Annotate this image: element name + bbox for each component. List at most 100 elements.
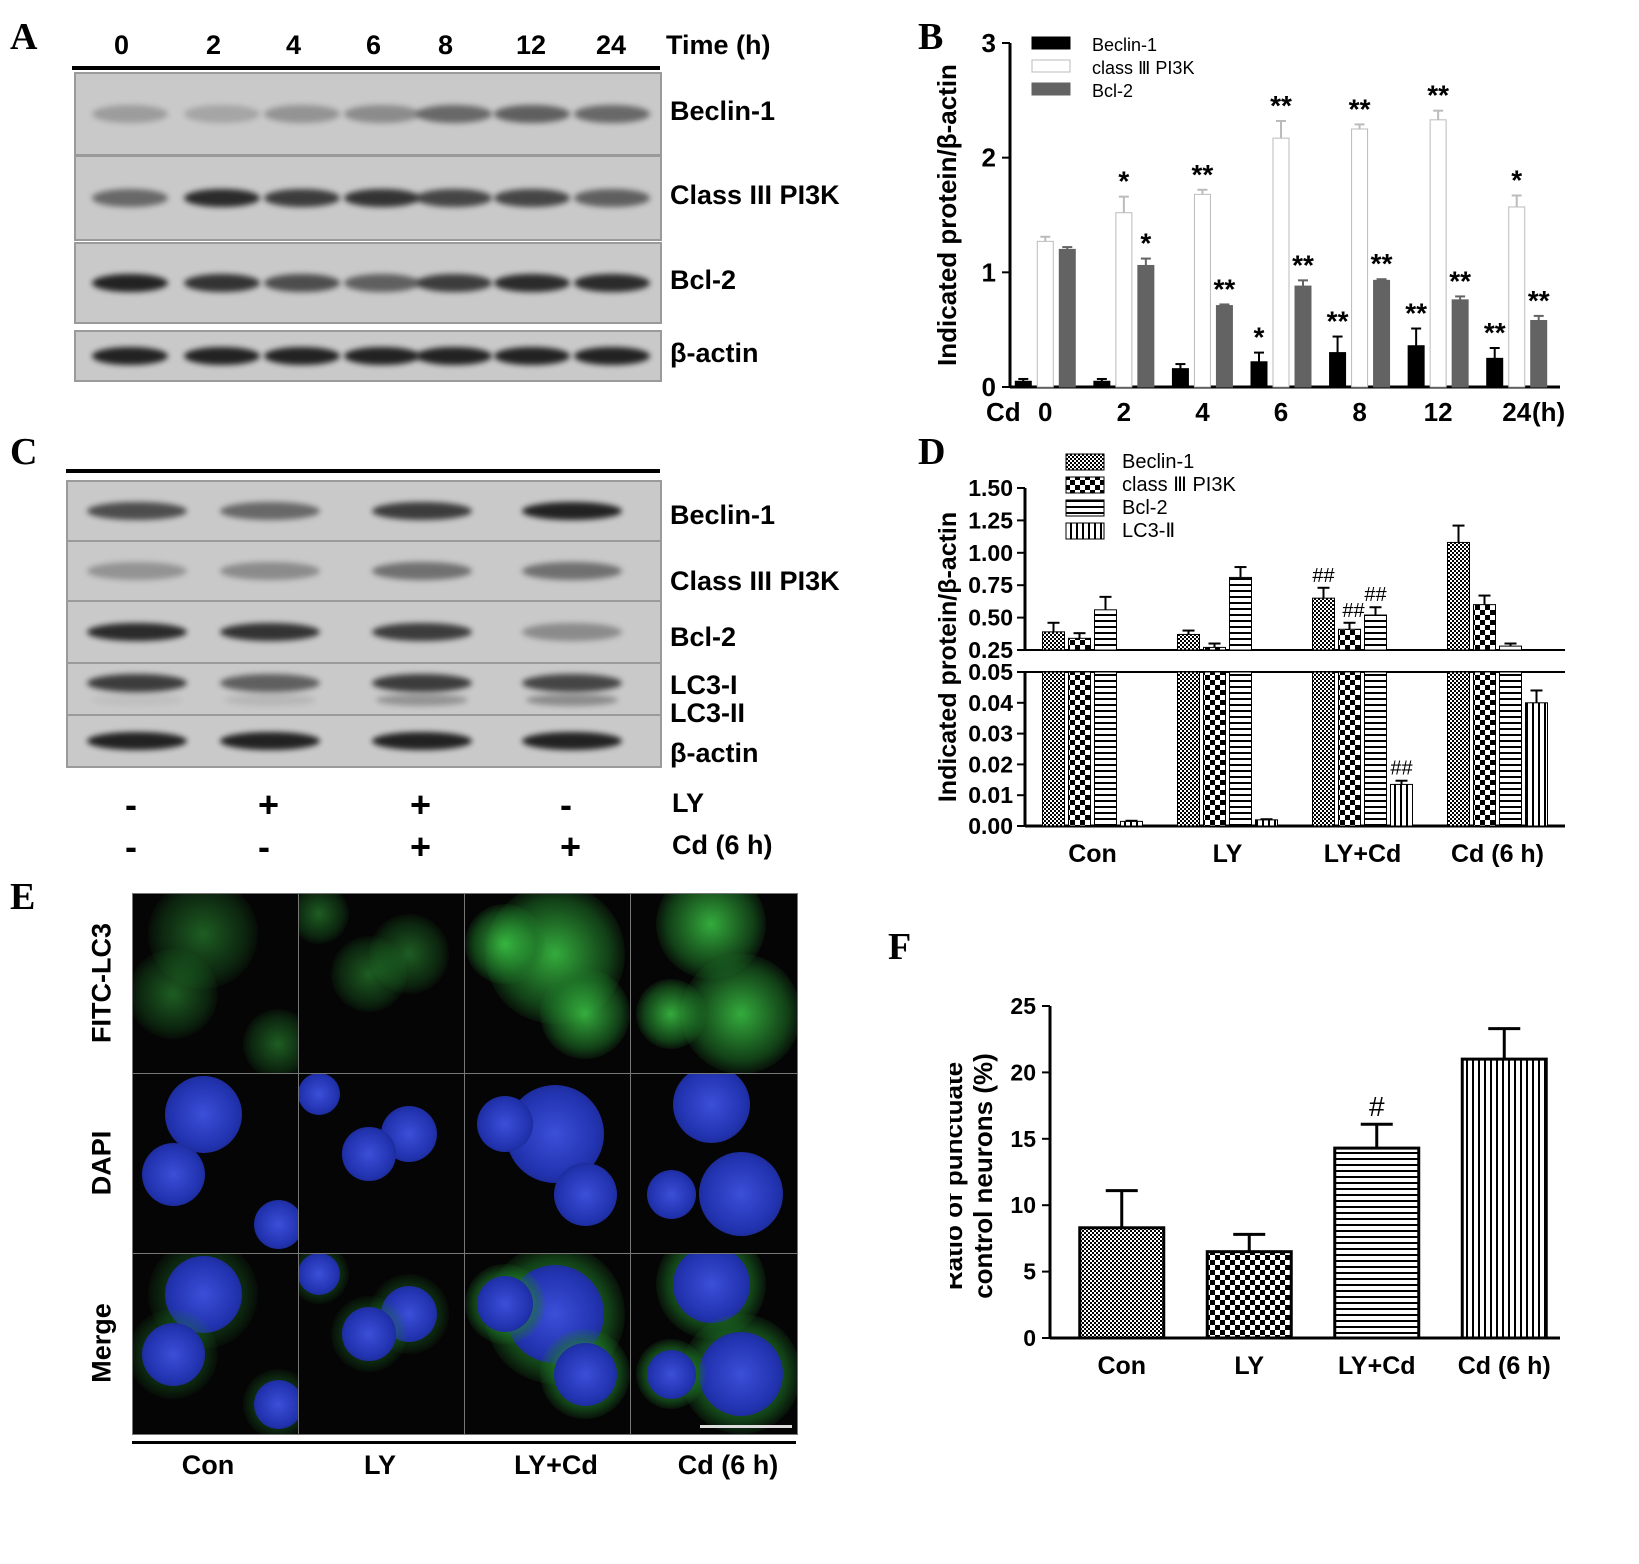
bar-1-lower (1068, 671, 1091, 827)
x-tick-label: Con (1068, 840, 1117, 868)
protein-band (184, 189, 260, 207)
protein-band (264, 105, 340, 123)
bar-2-upper (1499, 645, 1522, 651)
x-tick-label: 0 (1038, 397, 1052, 427)
blot-row-label: LC3-I (670, 670, 738, 700)
protein-band (87, 674, 187, 692)
protein-band (416, 274, 492, 292)
bar-0-lower (1312, 671, 1335, 827)
significance-mark: ** (1405, 298, 1427, 329)
panel-letter-c: C (10, 431, 38, 473)
bar-3 (1120, 820, 1143, 827)
significance-mark: ** (1349, 93, 1371, 124)
bar (1205, 1250, 1293, 1340)
nucleus (299, 1254, 340, 1295)
legend-label: Beclin-1 (1122, 451, 1194, 473)
bar-0 (1093, 380, 1111, 388)
nucleus (672, 1254, 750, 1323)
protein-band-lc3-ii (376, 694, 468, 706)
bar-0-lower (1177, 671, 1200, 827)
legend-swatch (1031, 36, 1071, 50)
x-tick-label: 2 (1117, 397, 1131, 427)
blot-row-label: Bcl-2 (670, 265, 737, 295)
treatment-sign-ly: - (125, 784, 137, 825)
time-point-label: 12 (516, 30, 547, 60)
blot-row (66, 480, 662, 542)
nucleus (164, 1255, 242, 1333)
bar-2 (1373, 279, 1391, 388)
bar-2 (1058, 248, 1076, 388)
treatment-sign-cd: - (258, 826, 270, 867)
protein-band (372, 674, 472, 692)
bar (1333, 1146, 1421, 1340)
nucleus (253, 1379, 299, 1429)
protein-band (220, 502, 320, 520)
bar-2 (1451, 299, 1469, 388)
blot-row-label: Class III PI3K (670, 180, 840, 210)
bar-0-upper (1447, 541, 1470, 651)
micrograph-tile (630, 1253, 798, 1435)
protein-band (522, 732, 622, 750)
significance-mark: * (1254, 322, 1265, 353)
micro-col-label: Con (181, 1450, 235, 1480)
bar-1-lower (1203, 671, 1226, 827)
legend-label: Beclin-1 (1092, 35, 1157, 55)
bar-1 (1115, 212, 1133, 388)
bar-2 (1137, 264, 1155, 388)
blot-row-label: Beclin-1 (670, 96, 776, 126)
bar-1 (1272, 137, 1290, 388)
bottom-line (132, 1441, 796, 1444)
nucleus (646, 1349, 696, 1399)
blot-row (66, 662, 662, 716)
protein-band (372, 623, 472, 641)
protein-band (220, 732, 320, 750)
protein-band (494, 274, 570, 292)
micrograph-tile (464, 893, 632, 1075)
significance-mark: ** (1292, 249, 1314, 280)
protein-band (574, 105, 650, 123)
bar-0-upper (1042, 631, 1065, 651)
protein-band (220, 623, 320, 641)
time-point-label: 0 (114, 30, 130, 60)
bar-2-lower (1094, 671, 1117, 827)
protein-band (87, 502, 187, 520)
protein-band (92, 347, 168, 365)
y-tick-label: 0.00 (968, 813, 1013, 839)
protein-band (92, 274, 168, 292)
scale-bar (700, 1425, 792, 1428)
protein-band (522, 623, 622, 641)
x-axis-unit: (h) (1532, 397, 1565, 427)
bar-2-upper (1094, 609, 1117, 651)
bar-1 (1036, 240, 1054, 388)
bar-2-upper (1364, 614, 1387, 651)
treatment-sign-cd: + (560, 826, 582, 867)
x-tick-label: 12 (1424, 397, 1453, 427)
nucleus (342, 1307, 396, 1361)
blot-row (74, 242, 662, 324)
lc3-cell (636, 979, 706, 1049)
micrograph-tile (132, 1073, 300, 1255)
micrograph-tile (298, 1253, 466, 1435)
bar-0 (1171, 368, 1189, 388)
blot-row (74, 330, 662, 382)
bar-1 (1429, 119, 1447, 388)
micrograph-tile (630, 1073, 798, 1255)
significance-mark: ** (1214, 273, 1236, 304)
x-tick-label: LY+Cd (1324, 840, 1402, 868)
protein-band (372, 562, 472, 580)
y-tick-label: 20 (1010, 1059, 1036, 1085)
protein-band (574, 274, 650, 292)
significance-mark: ## (1342, 600, 1365, 622)
protein-band-lc3-ii (526, 694, 618, 706)
protein-band (87, 562, 187, 580)
x-tick-label: 6 (1274, 397, 1288, 427)
y-tick-label: 0.01 (968, 782, 1013, 808)
y-tick-label: 5 (1023, 1259, 1036, 1285)
bar-0-upper (1312, 597, 1335, 651)
protein-band (522, 502, 622, 520)
significance-mark: # (1369, 1091, 1385, 1122)
protein-band (184, 105, 260, 123)
y-tick-label: 2 (982, 143, 996, 173)
nucleus (477, 1096, 533, 1152)
y-tick-label: 3 (982, 28, 996, 58)
